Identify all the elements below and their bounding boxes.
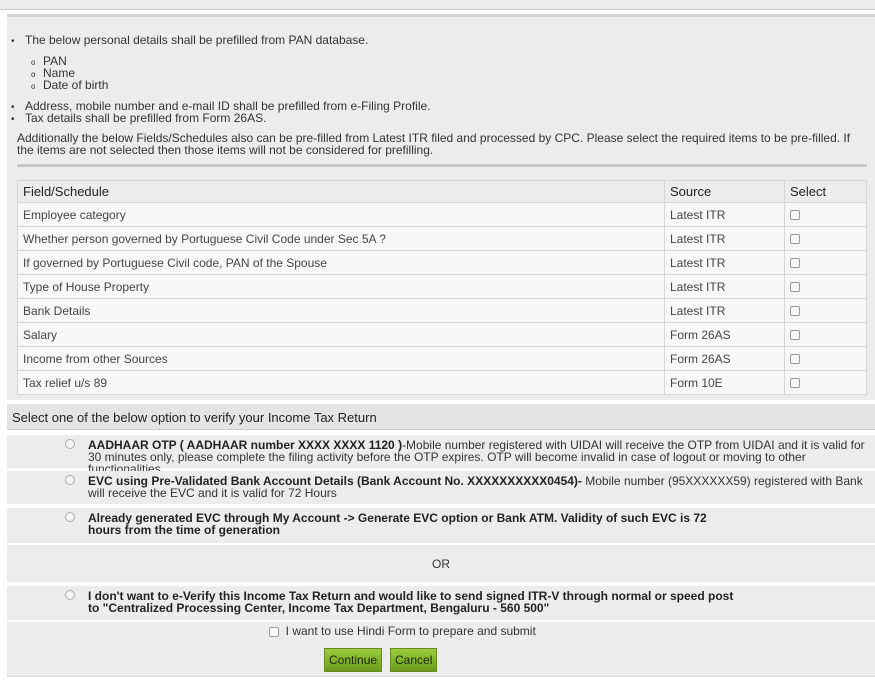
radio-bank-evc[interactable] xyxy=(65,475,75,485)
select-checkbox[interactable] xyxy=(790,210,800,221)
sub-item: o Name xyxy=(31,66,76,80)
select-cell xyxy=(784,202,867,227)
option-itrv-post[interactable]: I don't want to e-Verify this Income Tax… xyxy=(7,586,875,622)
field-cell: Tax relief u/s 89 xyxy=(17,370,665,395)
option-aadhaar-otp[interactable]: AADHAAR OTP ( AADHAAR number XXXX XXXX 1… xyxy=(7,435,875,475)
header-source: Source xyxy=(664,180,785,203)
field-cell: Type of House Property xyxy=(17,274,665,299)
option-label: I don't want to e-Verify this Income Tax… xyxy=(88,590,738,614)
source-cell: Latest ITR xyxy=(664,298,785,323)
option-bold: Already generated EVC through My Account… xyxy=(88,511,707,537)
source-cell: Latest ITR xyxy=(664,202,785,227)
option-text: Mobile number (95XXXXXX59) registered wi… xyxy=(88,474,863,500)
table-row: Income from other Sources Form 26AS xyxy=(17,346,867,371)
divider xyxy=(17,164,867,167)
prefill-paragraph: Additionally the below Fields/Schedules … xyxy=(17,131,851,157)
verify-heading: Select one of the below option to verify… xyxy=(7,404,875,430)
option-label: AADHAAR OTP ( AADHAAR number XXXX XXXX 1… xyxy=(88,439,868,475)
table-row: Salary Form 26AS xyxy=(17,322,867,347)
select-checkbox[interactable] xyxy=(790,258,800,269)
radio-itrv-post[interactable] xyxy=(65,590,75,600)
select-cell xyxy=(784,298,867,323)
select-cell xyxy=(784,250,867,275)
source-cell: Form 26AS xyxy=(664,322,785,347)
table-row: Tax relief u/s 89 Form 10E xyxy=(17,370,867,395)
prefill-table: Field/Schedule Source Select Employee ca… xyxy=(17,180,867,395)
header-select: Select xyxy=(784,180,867,203)
table-row: If governed by Portuguese Civil code, PA… xyxy=(17,250,867,275)
source-cell: Latest ITR xyxy=(664,226,785,251)
bullet-text: The below personal details shall be pref… xyxy=(25,33,369,47)
select-cell xyxy=(784,370,867,395)
select-checkbox[interactable] xyxy=(790,306,800,317)
select-checkbox[interactable] xyxy=(790,330,800,341)
select-checkbox[interactable] xyxy=(790,282,800,293)
select-cell xyxy=(784,226,867,251)
option-bank-evc[interactable]: EVC using Pre-Validated Bank Account Det… xyxy=(7,471,875,506)
table-row: Bank Details Latest ITR xyxy=(17,298,867,323)
radio-generated-evc[interactable] xyxy=(65,512,75,522)
or-separator: OR xyxy=(7,545,875,584)
select-checkbox[interactable] xyxy=(790,234,800,245)
sub-item: o PAN xyxy=(31,54,67,68)
bullet-text: Address, mobile number and e-mail ID sha… xyxy=(25,99,431,113)
option-bold: AADHAAR OTP ( AADHAAR number XXXX XXXX 1… xyxy=(88,438,403,452)
select-checkbox[interactable] xyxy=(790,378,800,389)
bullet-efiling-profile: • Address, mobile number and e-mail ID sh… xyxy=(11,99,431,113)
select-cell xyxy=(784,346,867,371)
select-cell xyxy=(784,322,867,347)
select-checkbox[interactable] xyxy=(790,354,800,365)
bullet-pan-database: • The below personal details shall be pre… xyxy=(11,33,369,47)
select-cell xyxy=(784,274,867,299)
source-cell: Latest ITR xyxy=(664,274,785,299)
radio-aadhaar-otp[interactable] xyxy=(65,439,75,449)
sub-item-text: Date of birth xyxy=(43,78,109,92)
field-cell: Whether person governed by Portuguese Ci… xyxy=(17,226,665,251)
table-header-row: Field/Schedule Source Select xyxy=(17,180,867,203)
hindi-form-checkbox[interactable] xyxy=(269,626,279,637)
hindi-form-option[interactable]: I want to use Hindi Form to prepare and … xyxy=(269,625,536,637)
option-label: EVC using Pre-Validated Bank Account Det… xyxy=(88,475,868,499)
field-cell: Bank Details xyxy=(17,298,665,323)
source-cell: Form 10E xyxy=(664,370,785,395)
bullet-form26as: • Tax details shall be prefilled from For… xyxy=(11,111,267,125)
prefill-panel: • The below personal details shall be pre… xyxy=(7,14,875,400)
option-bold: EVC using Pre-Validated Bank Account Det… xyxy=(88,474,582,488)
source-cell: Form 26AS xyxy=(664,346,785,371)
top-strip xyxy=(0,0,875,10)
source-cell: Latest ITR xyxy=(664,250,785,275)
cancel-button[interactable]: Cancel xyxy=(390,648,438,672)
option-label: Already generated EVC through My Account… xyxy=(88,512,728,536)
sub-item-text: PAN xyxy=(43,54,67,68)
header-field: Field/Schedule xyxy=(17,180,665,203)
field-cell: If governed by Portuguese Civil code, PA… xyxy=(17,250,665,275)
field-cell: Income from other Sources xyxy=(17,346,665,371)
option-generated-evc[interactable]: Already generated EVC through My Account… xyxy=(7,508,875,545)
bullet-text: Tax details shall be prefilled from Form… xyxy=(25,111,267,125)
field-cell: Employee category xyxy=(17,202,665,227)
hindi-form-label: I want to use Hindi Form to prepare and … xyxy=(285,624,536,638)
continue-button[interactable]: Continue xyxy=(324,648,383,672)
option-bold: I don't want to e-Verify this Income Tax… xyxy=(88,589,734,615)
table-row: Employee category Latest ITR xyxy=(17,202,867,227)
table-row: Whether person governed by Portuguese Ci… xyxy=(17,226,867,251)
sub-item-text: Name xyxy=(43,66,76,80)
form-actions: I want to use Hindi Form to prepare and … xyxy=(7,622,875,677)
sub-item: o Date of birth xyxy=(31,78,109,92)
table-row: Type of House Property Latest ITR xyxy=(17,274,867,299)
field-cell: Salary xyxy=(17,322,665,347)
